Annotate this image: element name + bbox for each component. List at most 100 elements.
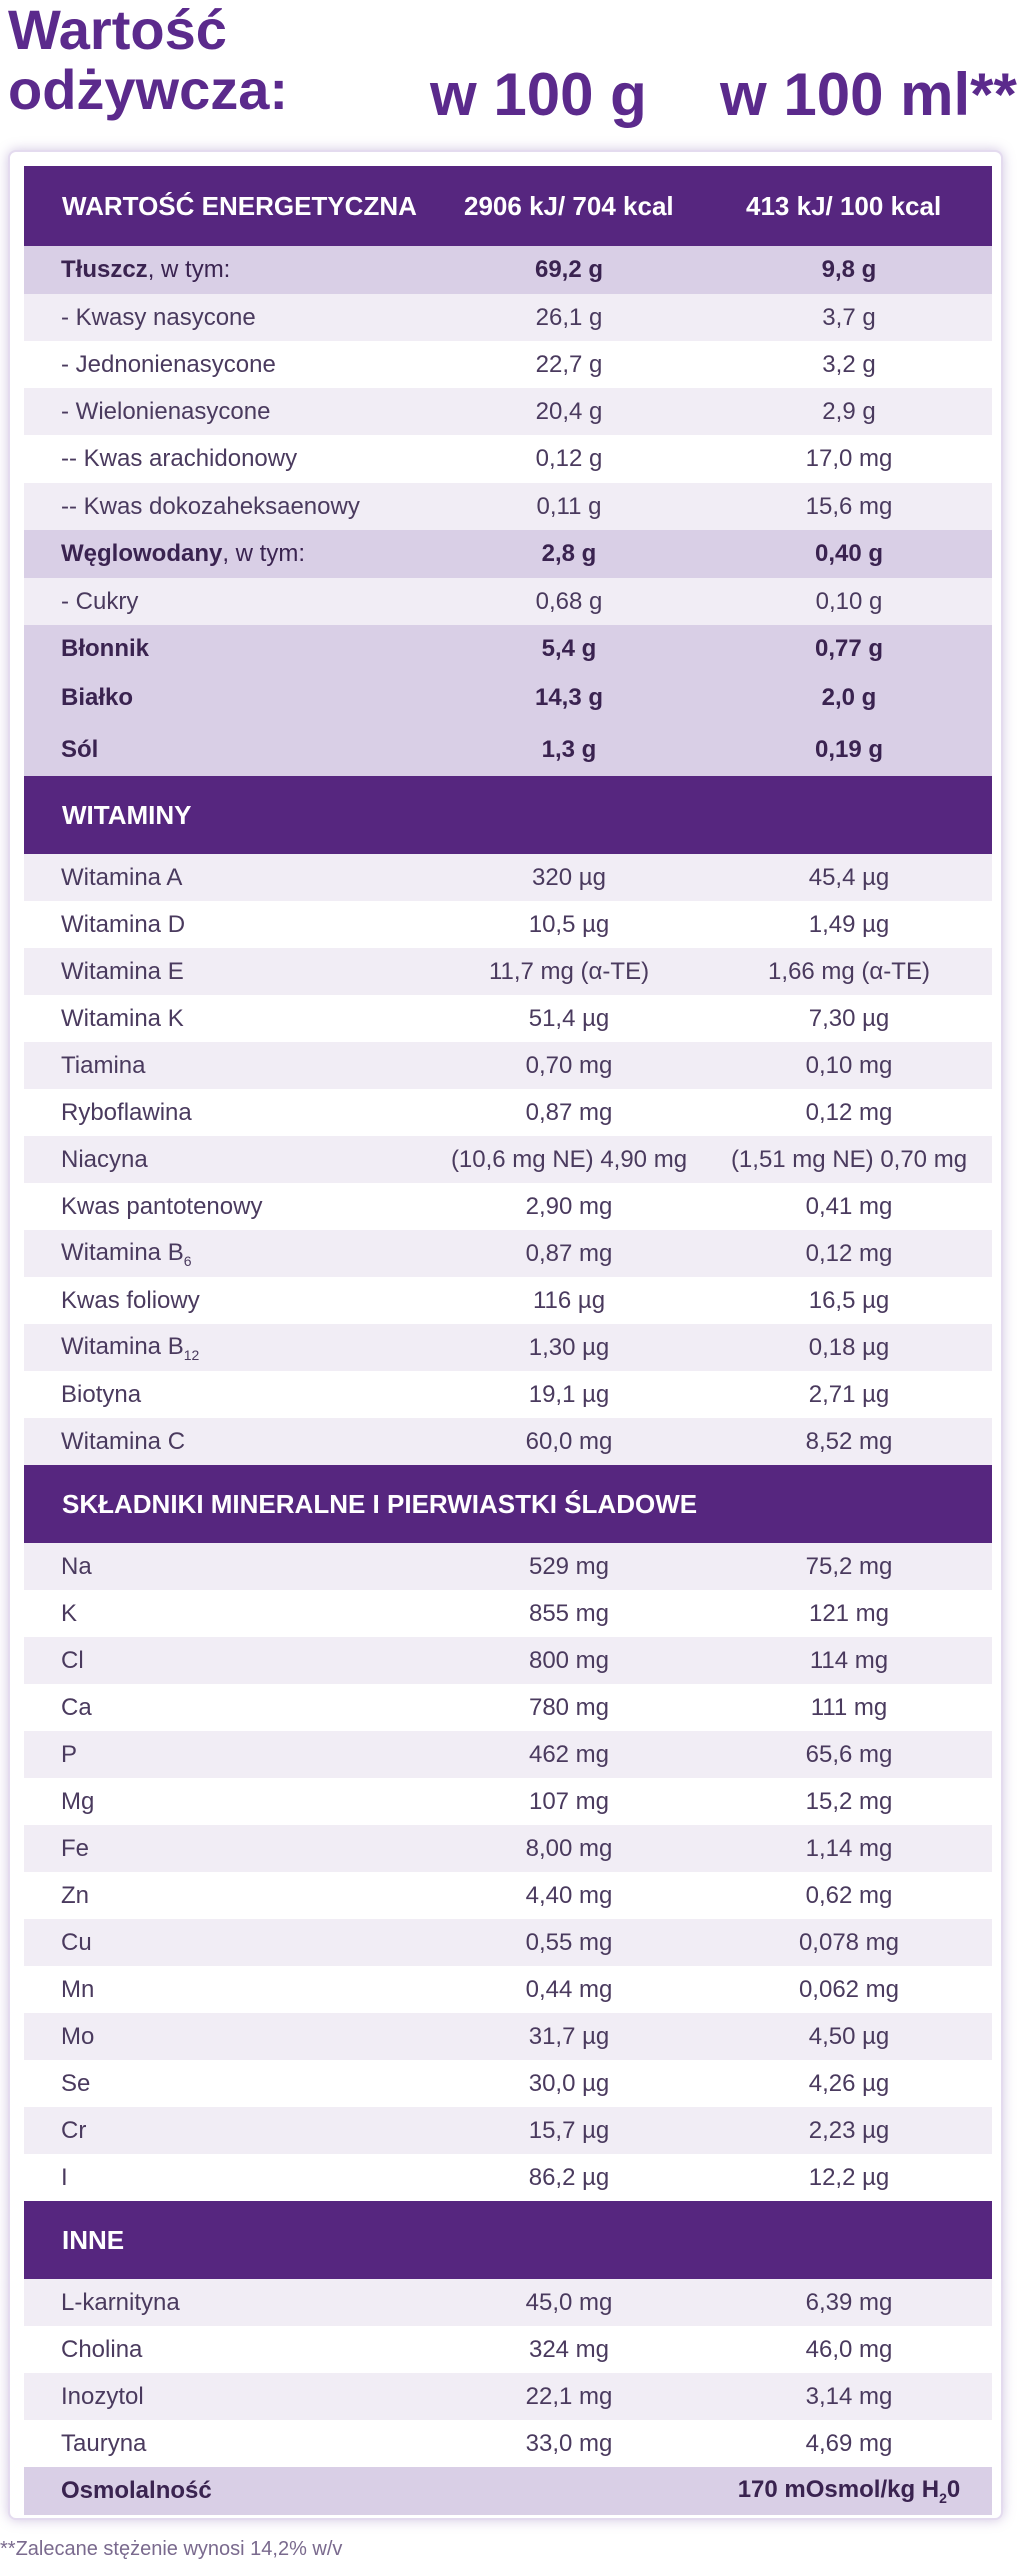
value-per-100ml: 0,10 g <box>815 587 883 615</box>
value-per-100g: 31,7 µg <box>528 2022 610 2050</box>
osmolality-value-subscript: 2 <box>939 2490 947 2506</box>
row-label: I <box>61 2164 68 2192</box>
value-per-100g: 5,4 g <box>541 634 597 662</box>
row-label-text: Cl <box>61 1646 84 1674</box>
value-per-100g: 780 mg <box>528 1693 610 1721</box>
row-label-text: L-karnityna <box>61 2288 180 2316</box>
value-per-100ml: 0,10 mg <box>805 1051 893 1079</box>
row-label-bold: Tłuszcz <box>61 256 148 283</box>
value-per-100g: 2,8 g <box>541 540 597 567</box>
row-label: Cu <box>61 1929 92 1957</box>
osmolality-row: Osmolalność 170 mOsmol/kg H20 <box>24 2467 992 2515</box>
value-per-100ml: 0,12 mg <box>805 1239 893 1267</box>
row-label-rest: , w tym: <box>222 540 306 567</box>
row-label: Mg <box>61 1788 94 1816</box>
row-label: Ryboflawina <box>61 1099 192 1127</box>
value-per-100g: 0,12 g <box>535 445 603 472</box>
row-label: K <box>61 1600 77 1628</box>
value-per-100ml: 6,39 mg <box>805 2288 893 2316</box>
row-label: Tauryna <box>61 2430 146 2458</box>
value-per-100ml: 0,062 mg <box>798 1975 900 2003</box>
section-other-title: INNE <box>62 2224 125 2255</box>
value-per-100g: 45,0 mg <box>525 2288 613 2316</box>
row-label-text: Kwas foliowy <box>61 1286 200 1314</box>
row-label-text: Biotyna <box>61 1380 142 1408</box>
value-per-100ml: 2,0 g <box>821 684 877 711</box>
row-label: Węglowodany, w tym: <box>61 540 305 568</box>
value-per-100g: 0,11 g <box>536 492 602 520</box>
section-minerals-title: SKŁADNIKI MINERALNE I PIERWIASTKI ŚLADOW… <box>62 1488 698 1519</box>
table-row: K 855 mg 121 mg <box>24 1590 992 1637</box>
row-label-text: Witamina B <box>61 1238 184 1266</box>
row-label: Witamina K <box>61 1005 184 1033</box>
table-row: Witamina C 60,0 mg 8,52 mg <box>24 1418 992 1465</box>
row-label: Sól <box>61 736 98 764</box>
page-header: Wartość odżywcza: w 100 g w 100 ml** <box>0 0 1025 140</box>
row-label-text: Fe <box>61 1834 90 1862</box>
row-label-text: Na <box>61 1552 92 1580</box>
table-row: Sól 1,3 g 0,19 g <box>24 724 992 776</box>
row-label-text: -- Kwas dokozaheksaenowy <box>61 492 360 520</box>
value-per-100g: 320 µg <box>532 863 606 891</box>
row-label-text: Inozytol <box>61 2382 144 2410</box>
row-label: Se <box>61 2070 90 2098</box>
table-row: Kwas pantotenowy 2,90 mg 0,41 mg <box>24 1183 992 1230</box>
table-row: L-karnityna 45,0 mg 6,39 mg <box>24 2279 992 2326</box>
value-per-100g: (10,6 mg NE) 4,90 mg <box>450 1145 688 1173</box>
value-per-100ml: 17,0 mg <box>805 445 893 472</box>
value-per-100ml: 4,69 mg <box>805 2429 893 2457</box>
row-label-text: K <box>61 1599 78 1627</box>
value-per-100ml: 65,6 mg <box>805 1740 893 1768</box>
value-per-100ml: 15,2 mg <box>805 1787 893 1815</box>
table-row: Kwas foliowy 116 µg 16,5 µg <box>24 1277 992 1324</box>
value-per-100ml: 2,23 µg <box>808 2116 890 2144</box>
value-per-100g: 1,3 g <box>541 736 597 763</box>
row-label-text: Mo <box>61 2022 95 2050</box>
value-per-100ml: 4,26 µg <box>808 2069 890 2097</box>
row-label: Błonnik <box>61 635 149 663</box>
table-row: Fe 8,00 mg 1,14 mg <box>24 1825 992 1872</box>
value-per-100g: 26,1 g <box>535 303 603 331</box>
value-per-100ml: 3,14 mg <box>805 2382 893 2410</box>
table-row: Witamina D 10,5 µg 1,49 µg <box>24 901 992 948</box>
value-per-100ml: 45,4 µg <box>808 863 890 891</box>
row-label: Niacyna <box>61 1146 148 1174</box>
table-row: Ca 780 mg 111 mg <box>24 1684 992 1731</box>
table-row: - Cukry 0,68 g 0,10 g <box>24 578 992 625</box>
value-per-100g: 324 mg <box>528 2335 610 2363</box>
table-row: Cr 15,7 µg 2,23 µg <box>24 2107 992 2154</box>
row-label-text: Mg <box>61 1787 95 1815</box>
value-per-100ml: 3,7 g <box>822 303 876 331</box>
row-label-text: Witamina K <box>61 1004 184 1032</box>
value-per-100ml: 16,5 µg <box>808 1286 890 1314</box>
value-per-100ml: 0,078 mg <box>798 1928 900 1956</box>
value-per-100g: 20,4 g <box>535 397 603 425</box>
footnote: **Zalecane stężenie wynosi 14,2% w/v <box>0 2538 343 2560</box>
row-label-bold: Błonnik <box>61 634 149 662</box>
value-per-100ml: 12,2 µg <box>808 2163 890 2191</box>
value-per-100g: 30,0 µg <box>528 2069 610 2097</box>
value-per-100g: 4,40 mg <box>525 1881 613 1909</box>
row-label-text: -- Kwas arachidonowy <box>61 445 298 472</box>
table-row: Cl 800 mg 114 mg <box>24 1637 992 1684</box>
section-vitamins: WITAMINY <box>24 776 992 854</box>
value-per-100g: 855 mg <box>528 1599 610 1627</box>
value-per-100ml: 15,6 mg <box>805 492 893 520</box>
osmolality-value: 170 mOsmol/kg H20 <box>714 2476 984 2506</box>
value-per-100g: 0,68 g <box>535 587 603 615</box>
energy-row: WARTOŚĆ ENERGETYCZNA 2906 kJ/ 704 kcal 413… <box>24 166 992 246</box>
value-per-100ml: 121 mg <box>808 1599 890 1627</box>
value-per-100g: 33,0 mg <box>525 2429 613 2457</box>
value-per-100g: 69,2 g <box>534 256 604 283</box>
value-per-100ml: 0,62 mg <box>805 1881 893 1909</box>
row-label: - Cukry <box>61 588 138 616</box>
row-label-text: Cr <box>61 2116 87 2144</box>
row-label: Tiamina <box>61 1052 145 1080</box>
energy-value-per-100g: 2906 kJ/ 704 kcal <box>464 190 674 221</box>
value-per-100g: 8,00 mg <box>525 1834 613 1862</box>
row-label-text: Mn <box>61 1975 95 2003</box>
table-row: - Kwasy nasycone 26,1 g 3,7 g <box>24 294 992 341</box>
row-label-rest: , w tym: <box>147 256 231 283</box>
table-row: Inozytol 22,1 mg 3,14 mg <box>24 2373 992 2420</box>
value-per-100g: 2,90 mg <box>525 1192 613 1220</box>
